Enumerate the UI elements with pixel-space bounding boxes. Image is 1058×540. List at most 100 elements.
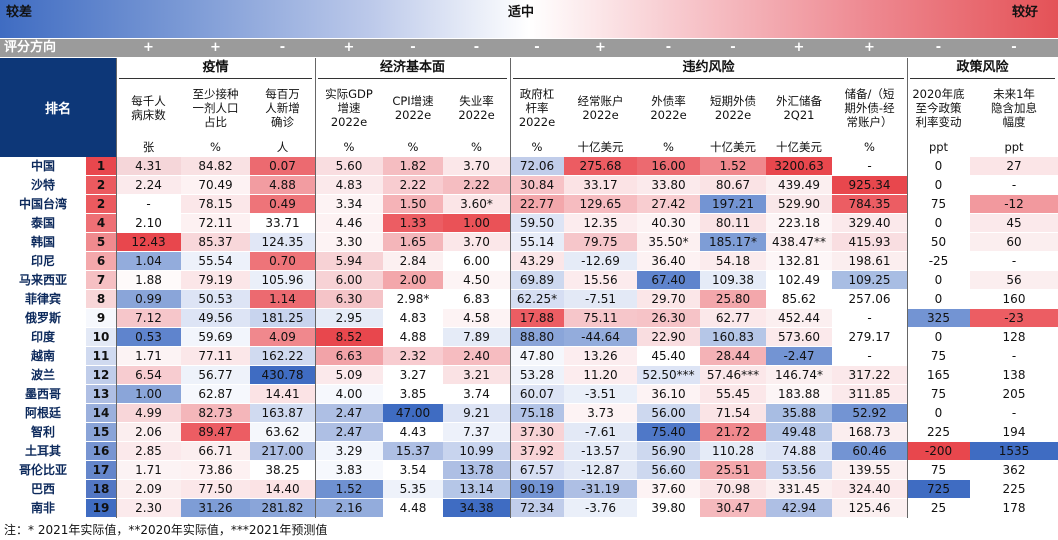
table-cell: 2.32 xyxy=(383,347,443,365)
row-rank: 11 xyxy=(86,347,116,365)
table-cell: 0.07 xyxy=(250,157,315,175)
table-cell: 6.00 xyxy=(315,271,383,289)
column-header: 政府杠 杆率 2022e xyxy=(518,87,556,129)
row-country: 马来西亚 xyxy=(18,273,67,287)
table-cell: 132.81 xyxy=(766,252,832,270)
table-row: 波兰 12 6.54 56.77 430.78 5.09 3.27 3.21 53.28 11.2… xyxy=(0,366,1058,384)
table-cell: 2.24 xyxy=(116,176,181,194)
table-cell: 3.29 xyxy=(315,442,383,460)
group-header: 政策风险 xyxy=(956,60,1009,75)
table-cell: -3.76 xyxy=(564,499,637,517)
table-cell: 22.90 xyxy=(637,328,700,346)
row-rank: 19 xyxy=(86,499,116,517)
table-cell: 573.60 xyxy=(766,328,832,346)
table-cell: - xyxy=(970,252,1058,270)
table-cell: 69.89 xyxy=(510,271,564,289)
table-cell: 102.49 xyxy=(766,271,832,289)
table-row: 越南 11 1.71 77.11 162.22 6.63 2.32 2.40 47.80 13.2… xyxy=(0,347,1058,365)
column-header: 每百万 人新增 确诊 xyxy=(265,87,300,129)
table-cell: 317.22 xyxy=(832,366,907,384)
table-cell: 275.68 xyxy=(564,157,637,175)
table-cell: 53.56 xyxy=(766,461,832,479)
table-cell: 529.90 xyxy=(766,195,832,213)
score-sign: + xyxy=(343,40,355,55)
table-cell: 59.50 xyxy=(510,214,564,232)
table-cell: 56.00 xyxy=(637,404,700,422)
scale-mid-label: 适中 xyxy=(508,5,535,20)
table-cell: 2.06 xyxy=(116,423,181,441)
group-underline xyxy=(910,78,1055,79)
table-cell: 128 xyxy=(970,328,1058,346)
score-sign: - xyxy=(665,40,672,55)
table-cell: 29.70 xyxy=(637,290,700,308)
table-cell: 2.22 xyxy=(383,176,443,194)
score-sign: + xyxy=(864,40,875,55)
group-header: 违约风险 xyxy=(682,60,735,75)
table-cell: 71.54 xyxy=(700,404,766,422)
table-cell: 54.18 xyxy=(700,252,766,270)
table-cell: 88.80 xyxy=(510,328,564,346)
table-cell: 197.21 xyxy=(700,195,766,213)
table-cell: -23 xyxy=(970,309,1058,327)
row-country: 印度 xyxy=(30,330,55,344)
table-cell: 74.88 xyxy=(766,442,832,460)
table-cell: - xyxy=(832,157,907,175)
column-header: 短期外债 2022e xyxy=(710,94,756,122)
score-sign: - xyxy=(730,40,736,55)
table-row: 中国 1 4.31 84.82 0.07 5.60 1.82 3.70 72.06 275.68 1… xyxy=(0,157,1058,175)
column-header: 每千人 病床数 xyxy=(131,94,166,122)
row-country: 沙特 xyxy=(30,178,55,192)
row-country: 阿根廷 xyxy=(24,406,61,420)
table-cell: 0 xyxy=(907,328,970,346)
table-cell: 5.09 xyxy=(315,366,383,384)
table-cell: 415.93 xyxy=(832,233,907,251)
table-cell: 925.34 xyxy=(832,176,907,194)
table-cell: 78.15 xyxy=(181,195,250,213)
row-country: 印尼 xyxy=(30,254,55,268)
table-cell: 79.75 xyxy=(564,233,637,251)
table-cell: 1.00 xyxy=(116,385,181,403)
table-cell: 110.28 xyxy=(700,442,766,460)
table-cell: -7.61 xyxy=(564,423,637,441)
table-cell: 325 xyxy=(907,309,970,327)
row-rank: 2 xyxy=(86,195,116,213)
table-cell: 4.31 xyxy=(116,157,181,175)
table-cell: 72.11 xyxy=(181,214,250,232)
table-cell: 70.98 xyxy=(700,480,766,498)
scale-right-label: 较好 xyxy=(1012,5,1039,20)
score-direction-label: 评分方向 xyxy=(4,40,57,55)
table-cell: 6.00 xyxy=(443,252,510,270)
table-cell: 1.65 xyxy=(383,233,443,251)
table-cell: 5.60 xyxy=(315,157,383,175)
table-cell: 4.83 xyxy=(383,309,443,327)
table-cell: 37.60 xyxy=(637,480,700,498)
table-cell: 109.38 xyxy=(700,271,766,289)
table-cell: -44.64 xyxy=(564,328,637,346)
table-cell: 22.77 xyxy=(510,195,564,213)
score-direction-row: 评分方向 + + - + - - - + - - + + - - xyxy=(0,39,1058,57)
table-cell: 14.41 xyxy=(250,385,315,403)
table-cell: 3.73 xyxy=(564,404,637,422)
table-cell: 725 xyxy=(907,480,970,498)
table-cell: 89.47 xyxy=(181,423,250,441)
table-row: 智利 15 2.06 89.47 63.62 2.47 4.43 7.37 37.30 -7.61… xyxy=(0,423,1058,441)
table-cell: 139.55 xyxy=(832,461,907,479)
table-cell: 3.85 xyxy=(383,385,443,403)
table-cell: 4.48 xyxy=(383,499,443,517)
table-cell: 55.54 xyxy=(181,252,250,270)
row-rank: 13 xyxy=(86,385,116,403)
table-row: 泰国 4 2.10 72.11 33.71 4.46 1.33 1.00 59.50 12.35 4… xyxy=(0,214,1058,232)
table-cell: 181.25 xyxy=(250,309,315,327)
table-cell: - xyxy=(970,347,1058,365)
column-unit: 十亿美元 xyxy=(710,140,756,154)
table-cell: 13.14 xyxy=(443,480,510,498)
table-cell: 784.35 xyxy=(832,195,907,213)
column-header: 未来1年 隐含加息 幅度 xyxy=(991,87,1037,129)
table-row: 韩国 5 12.43 85.37 124.35 3.30 1.65 3.70 55.14 79.7… xyxy=(0,233,1058,251)
table-row: 沙特 2 2.24 70.49 4.88 4.83 2.22 2.22 30.84 33.17 33… xyxy=(0,176,1058,194)
row-rank: 17 xyxy=(86,461,116,479)
table-cell: - xyxy=(970,404,1058,422)
score-sign: + xyxy=(595,40,606,55)
row-rank: 15 xyxy=(86,423,116,441)
table-cell: 3.30 xyxy=(315,233,383,251)
